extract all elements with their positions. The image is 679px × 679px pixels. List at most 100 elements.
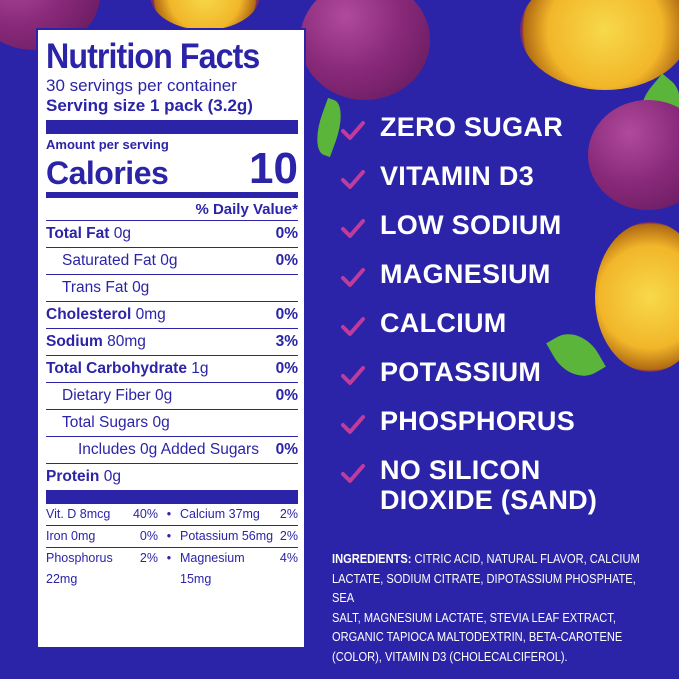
nutrient-pct: 3% bbox=[275, 333, 298, 350]
nutrient-amount: 0g bbox=[103, 468, 121, 485]
nutrient-pct: 0% bbox=[275, 252, 298, 269]
checkmark-icon bbox=[341, 219, 365, 238]
claim-item: NO SILICON DIOXIDE (SAND) bbox=[340, 455, 597, 515]
nutrient-row-saturated-fat: Saturated Fat 0g 0% bbox=[46, 247, 298, 274]
claim-text: POTASSIUM bbox=[380, 357, 542, 387]
nutrient-amount: 0g bbox=[155, 387, 173, 404]
ingredients-block: INGREDIENTS: CITRIC ACID, NATURAL FLAVOR… bbox=[332, 550, 654, 667]
divider-thick bbox=[46, 120, 298, 134]
nutrient-pct: 0% bbox=[275, 225, 298, 242]
checkmark-icon bbox=[341, 464, 365, 483]
nutrient-pct: 0% bbox=[275, 306, 298, 323]
serving-size-row: Serving size 1 pack (3.2g) bbox=[46, 96, 298, 116]
passion-fruit-half-top bbox=[150, 0, 260, 30]
ingredients-line: SALT, MAGNESIUM LACTATE, STEVIA LEAF EXT… bbox=[332, 610, 616, 625]
nutrient-name: Total Carbohydrate bbox=[46, 360, 187, 377]
claim-line: NO SILICON bbox=[380, 455, 541, 485]
nutrient-name: Dietary Fiber bbox=[62, 387, 151, 404]
divider-thick-bottom bbox=[46, 490, 298, 504]
nutrient-row-added-sugars: Includes 0g Added Sugars 0% bbox=[46, 436, 298, 463]
calories-label: Calories bbox=[46, 155, 169, 191]
vitamin-name: Potassium 56mg bbox=[180, 529, 274, 543]
checkmark-icon bbox=[341, 366, 365, 385]
bullet-dot: • bbox=[166, 529, 172, 543]
vitamin-name: Calcium 37mg bbox=[180, 507, 260, 521]
claim-item: MAGNESIUM bbox=[340, 259, 597, 308]
nutrient-row-protein: Protein 0g bbox=[46, 463, 298, 490]
amount-per-serving: Amount per serving bbox=[46, 137, 169, 152]
nutrient-row-cholesterol: Cholesterol 0mg 0% bbox=[46, 301, 298, 328]
nutrition-facts-panel: Nutrition Facts 30 servings per containe… bbox=[36, 28, 306, 649]
claim-item: CALCIUM bbox=[340, 308, 597, 357]
vitamin-row: Phosphorus 22mg 2% • Magnesium 15mg 4% bbox=[46, 547, 298, 586]
divider-medium bbox=[46, 192, 298, 198]
nutrient-pct: 0% bbox=[275, 360, 298, 377]
passion-fruit-top-middle bbox=[300, 0, 430, 100]
claim-text: LOW SODIUM bbox=[380, 210, 562, 240]
nutrient-name: Trans Fat bbox=[62, 279, 128, 296]
calories-value: 10 bbox=[249, 144, 298, 193]
ingredients-line: CITRIC ACID, NATURAL FLAVOR, CALCIUM bbox=[414, 552, 640, 566]
claim-text: NO SILICON DIOXIDE (SAND) bbox=[380, 455, 597, 515]
nutrient-amount: 0g bbox=[152, 414, 170, 431]
checkmark-icon bbox=[341, 268, 365, 287]
vitamin-row: Vit. D 8mcg 40% • Calcium 37mg 2% bbox=[46, 504, 298, 525]
bullet-dot: • bbox=[166, 551, 172, 565]
vitamin-name: Vit. D 8mcg bbox=[46, 507, 111, 521]
servings-per-container: 30 servings per container bbox=[46, 76, 237, 95]
nutrient-amount: 80mg bbox=[107, 333, 146, 350]
passion-fruit-right bbox=[588, 100, 679, 210]
claim-text: ZERO SUGAR bbox=[380, 112, 564, 142]
vitamin-pct: 2% bbox=[279, 507, 298, 521]
ingredients-line: (COLOR), VITAMIN D3 (CHOLECALCIFEROL). bbox=[332, 649, 568, 664]
nutrition-facts-title: Nutrition Facts bbox=[46, 37, 260, 76]
nutrient-name: Saturated Fat bbox=[62, 252, 156, 269]
vitamin-pct: 2% bbox=[279, 529, 298, 543]
nutrient-pct: 0% bbox=[275, 387, 298, 404]
nutrient-name: Total Sugars bbox=[62, 414, 149, 431]
vitamin-pct: 40% bbox=[132, 507, 158, 521]
nutrient-row-total-sugars: Total Sugars 0g bbox=[46, 409, 298, 436]
nutrient-name: Includes 0g Added Sugars bbox=[78, 441, 259, 458]
nutrient-row-total-carbohydrate: Total Carbohydrate 1g 0% bbox=[46, 355, 298, 382]
ingredients-label: INGREDIENTS: bbox=[332, 552, 412, 566]
passion-fruit-half-top-right bbox=[520, 0, 679, 90]
claim-item: ZERO SUGAR bbox=[340, 112, 597, 161]
claim-line: DIOXIDE (SAND) bbox=[380, 485, 598, 515]
nutrient-name: Protein bbox=[46, 468, 100, 485]
vitamin-name: Phosphorus 22mg bbox=[46, 551, 113, 586]
nutrient-amount: 0mg bbox=[135, 306, 166, 323]
vitamin-pct: 2% bbox=[139, 551, 158, 565]
nutrient-name: Sodium bbox=[46, 333, 103, 350]
nutrient-amount: 0g bbox=[132, 279, 150, 296]
claim-item: PHOSPHORUS bbox=[340, 406, 597, 455]
bullet-dot: • bbox=[166, 507, 172, 521]
vitamin-pct: 4% bbox=[279, 551, 298, 565]
checkmark-icon bbox=[341, 121, 365, 140]
vitamin-pct: 0% bbox=[139, 529, 158, 543]
ingredients-line: LACTATE, SODIUM CITRATE, DIPOTASSIUM PHO… bbox=[332, 571, 636, 606]
daily-value-header: % Daily Value* bbox=[195, 201, 298, 218]
nutrient-amount: 0g bbox=[160, 252, 178, 269]
claim-text: CALCIUM bbox=[380, 308, 507, 338]
checkmark-icon bbox=[341, 317, 365, 336]
passion-fruit-half-right bbox=[595, 222, 679, 372]
claim-text: VITAMIN D3 bbox=[380, 161, 535, 191]
nutrient-pct: 0% bbox=[275, 441, 298, 458]
claim-item: VITAMIN D3 bbox=[340, 161, 597, 210]
vitamin-name: Magnesium 15mg bbox=[180, 551, 245, 586]
claim-text: PHOSPHORUS bbox=[380, 406, 576, 436]
nutrient-amount: 0g bbox=[113, 225, 131, 242]
claim-text: MAGNESIUM bbox=[380, 259, 551, 289]
claim-item: LOW SODIUM bbox=[340, 210, 597, 259]
claim-item: POTASSIUM bbox=[340, 357, 597, 406]
checkmark-icon bbox=[341, 415, 365, 434]
nutrient-amount: 1g bbox=[191, 360, 209, 377]
nutrient-name: Cholesterol bbox=[46, 306, 132, 323]
claims-list: ZERO SUGAR VITAMIN D3 LOW SODIUM MAGNESI… bbox=[340, 112, 597, 515]
vitamin-name: Iron 0mg bbox=[46, 529, 96, 543]
ingredients-line: ORGANIC TAPIOCA MALTODEXTRIN, BETA-CAROT… bbox=[332, 630, 623, 644]
nutrient-name: Total Fat bbox=[46, 225, 110, 242]
checkmark-icon bbox=[341, 170, 365, 189]
calories-row: Calories 10 bbox=[46, 144, 298, 193]
